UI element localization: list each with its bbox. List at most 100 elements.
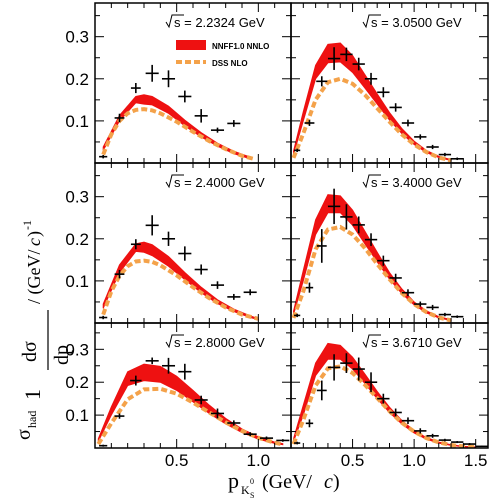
data-point [340,204,353,230]
data-point [364,372,378,393]
data-point [243,432,257,437]
ylabel-had: had [25,411,39,428]
ylabel-unit-close: ) [24,231,45,237]
nnff-band [102,94,251,160]
energy-text: s = 3.4000 GeV [371,175,462,190]
panel-5: 0.1 0.2 0.3 0.5 1.0 s = 2.8000 GeV [65,322,292,470]
nnff-band [293,194,452,322]
panel-6: 0.5 1.0 1.5 s = 3.6710 GeV [290,322,489,470]
data-point [99,315,108,320]
data-point [227,420,241,426]
panel-2: s = 3.0500 GeV [290,2,489,164]
energy-text: s = 3.6710 GeV [371,335,462,350]
y-tick-label: 0.2 [65,230,89,249]
ylabel-one: 1 [20,389,45,400]
data-point [305,282,314,293]
data-point [227,120,241,127]
y-tick-label: 0.2 [65,373,89,392]
xlabel-sub: K [241,483,250,497]
data-point [463,443,476,446]
data-point [327,47,341,70]
y-tick-label: 0.3 [65,340,89,359]
energy-label: s = 3.0500 GeV [362,14,462,30]
data-point [316,380,327,401]
data-point [377,255,390,266]
data-point [259,436,274,440]
sqrt-sign [362,334,381,349]
data-point [178,363,192,380]
data-point [475,445,488,448]
panel-plot-area [291,188,464,323]
data-point [327,188,341,225]
ylabel-d: dσ [19,341,41,362]
data-point [352,357,365,381]
legend-label-nnff: NNFF1.0 NNLO [212,42,269,51]
dss-curve [291,224,452,323]
data-point [451,441,464,444]
data-point [304,120,315,126]
y-tick-label: 0.1 [65,406,89,425]
data-point [438,312,452,317]
legend-label-dss: DSS NLO [212,59,248,68]
y-axis-title-left: σ had [13,411,39,440]
data-point [161,357,176,374]
ylabel-unit-c: c [24,238,44,246]
xlabel-unit-c: c [324,471,333,493]
data-point [210,127,225,133]
data-point [227,293,241,300]
data-point [130,83,141,94]
data-point [114,413,125,419]
data-point [438,438,452,442]
x-tick-label: 1.5 [464,451,488,470]
data-point [294,313,301,318]
xlabel-sup: 0 [250,477,254,486]
data-point [426,144,439,150]
dss-curve [101,258,259,321]
data-point [178,246,192,261]
dss-curve [96,386,284,447]
sqrt-sign [362,14,381,29]
data-point [210,281,225,289]
data-point [243,289,257,296]
ylabel-unit: / (GeV/ [24,250,45,304]
x-tick-label: 1.0 [402,451,426,470]
data-point [194,109,208,123]
data-point [161,231,176,246]
x-axis-title: p K S 0 (GeV/ c ) [228,468,340,500]
ylabel-exp: -1 [20,220,34,230]
panels-layer: 0.1 0.2 0.3 s = 2.2324 GeV s = 3.0500 GeV 0.1… [65,2,489,470]
legend-swatch-nnff [176,40,206,50]
data-point [178,90,192,103]
nnff-band [293,342,477,448]
data-point [316,76,328,87]
panel-plot-area [96,357,290,447]
data-point [145,215,159,236]
sqrt-sign [165,174,184,189]
x-tick-label: 0.5 [165,451,189,470]
svg-text:1: 1 [20,389,45,400]
y-tick-label: 0.1 [65,112,89,131]
data-point [294,441,301,445]
data-point [352,216,365,234]
y-axis-title: 1 dσ dp / (GeV/ c ) -1 [19,220,73,400]
data-point [305,419,314,428]
data-point [340,47,353,62]
y-tick-label: 0.3 [65,28,89,47]
data-point [161,70,176,88]
panel-3: 0.1 0.2 0.3 s = 2.4000 GeV [65,162,292,324]
energy-text: s = 2.4000 GeV [174,175,265,190]
panel-plot-area [291,42,464,163]
panel-plot-area [291,342,488,448]
legend: NNFF1.0 NNLO DSS NLO [176,40,269,68]
y-tick-label: 0.2 [65,70,89,89]
energy-text: s = 2.2324 GeV [174,15,265,30]
panel-plot-area [99,64,254,161]
data-point [389,273,402,283]
panel-4: s = 3.4000 GeV [290,162,489,324]
ylabel-dp: dp [51,345,73,365]
data-point [451,157,464,161]
data-point [377,87,390,98]
data-point [327,354,341,381]
energy-label: s = 2.8000 GeV [165,334,265,350]
